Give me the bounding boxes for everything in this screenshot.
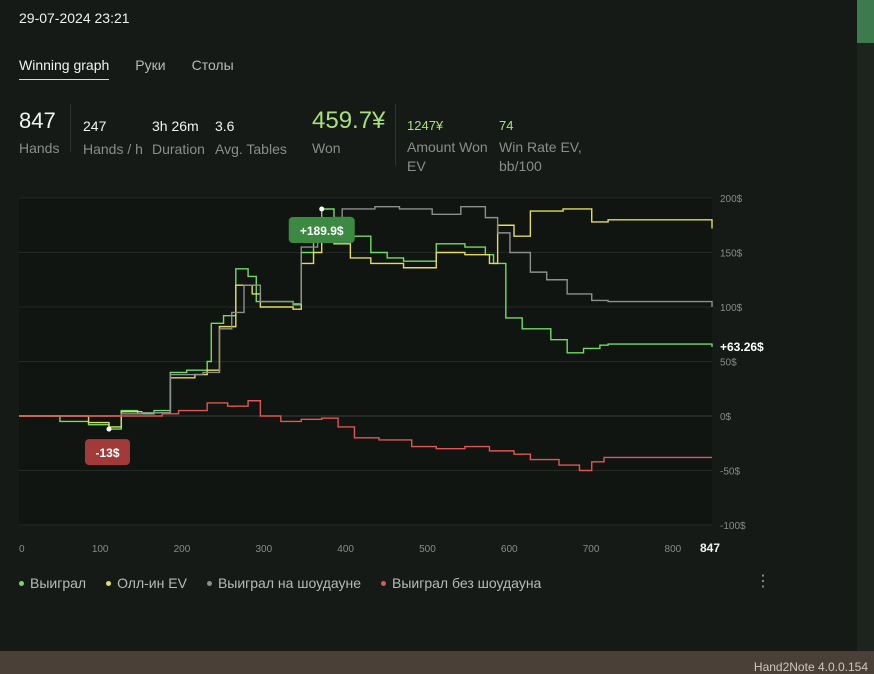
stat-hands-value: 847 xyxy=(19,108,56,133)
x-tick-label: 700 xyxy=(583,544,600,555)
min-point-marker xyxy=(106,426,112,432)
stat-avg-tables-label: Avg. Tables xyxy=(215,141,287,157)
end-value-label: +63.26$ xyxy=(720,340,764,354)
stat-won-value: 459.7¥ xyxy=(312,107,386,134)
x-tick-label: 200 xyxy=(174,544,191,555)
min-label: -13$ xyxy=(95,446,119,460)
stat-win-rate-ev: 74 Win Rate EV, bb/100 xyxy=(499,118,582,176)
legend-label: Олл-ин EV xyxy=(117,575,187,591)
session-panel: 29-07-2024 23:21 Winning graph Руки Стол… xyxy=(0,0,857,651)
stat-duration-label: Duration xyxy=(152,141,205,157)
divider xyxy=(395,104,396,166)
max-label: +189.9$ xyxy=(300,224,344,238)
y-tick-label: 0$ xyxy=(720,412,732,423)
legend-item-showdown[interactable]: Выиграл на шоудауне xyxy=(206,575,362,591)
legend-label: Выиграл xyxy=(30,575,87,591)
x-tick-label: 100 xyxy=(92,544,109,555)
tab-bar: Winning graph Руки Столы xyxy=(19,57,234,80)
legend-dot-icon xyxy=(19,580,24,586)
x-tick-label: 300 xyxy=(255,544,272,555)
x-tick-label: 0 xyxy=(19,544,25,555)
legend-item-non-showdown[interactable]: Выиграл без шоудауна xyxy=(381,575,541,591)
x-tick-label: 600 xyxy=(501,544,518,555)
stat-hands-per-hour: 247 Hands / h xyxy=(83,118,143,159)
stat-amount-won-ev-value: 1247¥ xyxy=(407,118,444,133)
x-tick-label: 400 xyxy=(337,544,354,555)
x-end-label: 847 xyxy=(700,541,720,555)
stat-won-label: Won xyxy=(312,140,341,156)
stat-avg-tables-value: 3.6 xyxy=(215,118,235,134)
max-label-badge xyxy=(288,217,355,244)
series-line-3 xyxy=(19,400,712,472)
tab-tables[interactable]: Столы xyxy=(191,57,234,73)
right-scroll-strip[interactable] xyxy=(857,0,874,651)
legend-dot-icon xyxy=(381,580,387,586)
y-tick-label: 150$ xyxy=(720,249,743,260)
legend-dot-icon xyxy=(206,580,212,586)
y-tick-label: 50$ xyxy=(720,358,737,369)
legend-item-allin-ev[interactable]: Олл-ин EV xyxy=(106,575,187,591)
stat-won: 459.7¥ Won xyxy=(312,107,385,158)
legend-item-won[interactable]: Выиграл xyxy=(19,575,86,591)
stat-hands-per-hour-value: 247 xyxy=(83,118,107,134)
stat-hands-label: Hands xyxy=(19,140,60,156)
legend-label: Выиграл на шоудауне xyxy=(217,575,362,591)
stat-avg-tables: 3.6 Avg. Tables xyxy=(215,118,287,159)
y-tick-label: -100$ xyxy=(720,521,746,532)
divider xyxy=(70,104,71,152)
status-bar xyxy=(0,651,874,669)
stat-amount-won-ev-label-line1: Amount Won xyxy=(407,139,488,155)
tab-hands[interactable]: Руки xyxy=(135,57,166,73)
stat-win-rate-ev-value: 74 xyxy=(499,118,514,133)
kebab-menu-icon[interactable]: ⋮ xyxy=(755,573,771,590)
stat-win-rate-ev-label: Win Rate EV, bb/100 xyxy=(499,138,582,176)
legend-dot-icon xyxy=(106,580,112,586)
y-tick-label: -50$ xyxy=(720,467,740,478)
y-tick-label: 100$ xyxy=(720,303,743,314)
session-datetime: 29-07-2024 23:21 xyxy=(19,10,130,26)
stat-amount-won-ev-label-line2: EV xyxy=(407,158,426,174)
accent-tab[interactable] xyxy=(857,0,874,43)
stat-hands-per-hour-label: Hands / h xyxy=(83,141,143,157)
stat-win-rate-ev-label-line1: Win Rate EV, xyxy=(499,139,582,155)
max-point-marker xyxy=(319,206,325,212)
min-label-badge xyxy=(85,439,130,466)
chart-legend: Выиграл Олл-ин EV Выиграл на шоудауне Вы… xyxy=(19,575,541,591)
legend-label: Выиграл без шоудауна xyxy=(392,575,542,591)
x-tick-label: 800 xyxy=(665,544,682,555)
stat-hands: 847 Hands xyxy=(19,108,59,158)
winning-graph-chart: 200$ 150$ 100$ 50$ 0$ -50$ -100$ 0 100 200 300 400 5… xyxy=(19,194,764,555)
stat-duration-value: 3h 26m xyxy=(152,118,199,134)
x-tick-label: 500 xyxy=(419,544,436,555)
y-tick-label: 200$ xyxy=(720,194,743,205)
stat-duration: 3h 26m Duration xyxy=(152,118,205,159)
app-version: Hand2Note 4.0.0.154 xyxy=(753,660,868,674)
stat-amount-won-ev: 1247¥ Amount Won EV xyxy=(407,118,488,176)
stat-win-rate-ev-label-line2: bb/100 xyxy=(499,158,542,174)
stat-amount-won-ev-label: Amount Won EV xyxy=(407,138,488,176)
tab-winning-graph[interactable]: Winning graph xyxy=(19,57,110,80)
